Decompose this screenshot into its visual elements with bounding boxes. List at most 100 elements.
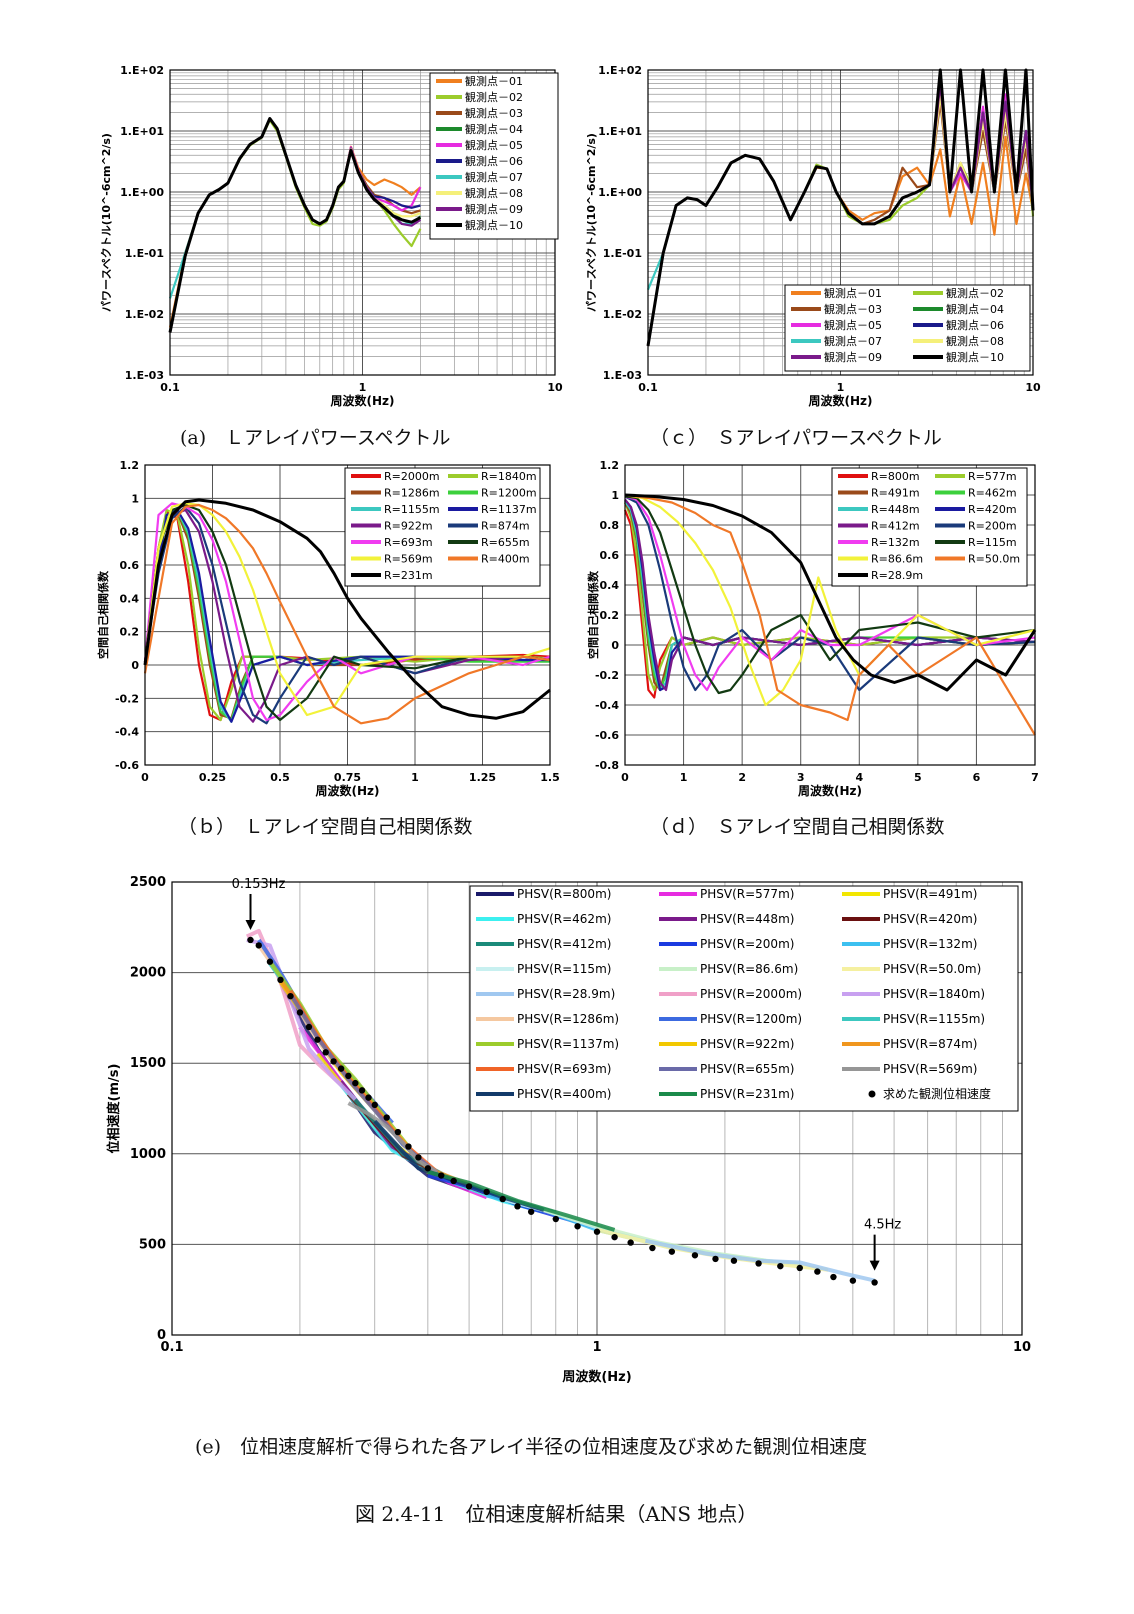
chart-panel-b: 0 0.25 0.5 0.75 1 1.25 1.5 -0.6 -0.4 -0.2 0 0.2 0.4 0…	[85, 455, 565, 810]
legend-label: 観測点－08	[946, 334, 1004, 348]
data-point	[405, 1143, 412, 1150]
chart-d: 0 1 2 3 4 5 6 7 -0.8 -0.6 -0.4 -0.2 0 0.2 0.4 0.6 0.8 1 1.…	[586, 459, 1039, 798]
y-tick-label: 500	[139, 1237, 166, 1252]
data-point	[649, 1244, 656, 1252]
annotation-label: 4.5Hz	[864, 1218, 901, 1233]
y-axis-label: パワースペクトル(10^-6cm^2/s)	[585, 133, 598, 312]
data-point	[796, 1264, 803, 1272]
caption-e: (e) 位相速度解析で得られた各アレイ半径の位相速度及び求めた観測位相速度	[195, 1436, 868, 1458]
data-point	[552, 1215, 560, 1223]
legend-label: 観測点－09	[824, 350, 882, 364]
x-tick-label: 1.25	[469, 771, 496, 784]
y-tick-label: 1.E-03	[603, 369, 642, 382]
data-point	[514, 1203, 521, 1210]
y-tick-label: 0	[131, 659, 139, 672]
series-group	[245, 928, 878, 1286]
legend-label: R=577m	[968, 470, 1017, 483]
legend-label: R=1155m	[384, 503, 440, 516]
y-tick-label: 1.E+00	[120, 186, 164, 199]
x-tick-label: 0.75	[334, 771, 361, 784]
caption-a: (a) Ｌアレイパワースペクトル	[180, 427, 451, 449]
legend-label: R=50.0m	[968, 553, 1020, 566]
legend-label: R=28.9m	[871, 569, 923, 582]
data-point	[668, 1248, 676, 1255]
y-tick-label: -0.2	[595, 669, 619, 682]
legend-swatch	[868, 1090, 876, 1098]
caption-c: （ｃ） Ｓアレイパワースペクトル	[650, 427, 942, 449]
x-tick-label: 0.25	[199, 771, 226, 784]
data-point	[691, 1252, 699, 1259]
x-tick-label: 0	[621, 771, 629, 784]
legend: 観測点－01 観測点－02 観測点－03 観測点－04 観測点－05 観測点－06 観測点－…	[429, 72, 559, 240]
chart-panel-d: 0 1 2 3 4 5 6 7 -0.8 -0.6 -0.4 -0.2 0 0.2 0.4 0.6 0.8 1 1.…	[575, 455, 1050, 810]
data-point	[438, 1172, 445, 1179]
legend-label: R=693m	[384, 536, 433, 549]
x-tick-label: 1	[359, 381, 367, 394]
y-tick-label: 1.E+00	[598, 186, 642, 199]
data-point	[322, 1049, 329, 1056]
x-tick-label: 0.1	[160, 1340, 183, 1355]
legend-label: PHSV(R=2000m)	[700, 987, 802, 1001]
legend-label: R=922m	[384, 520, 433, 533]
legend-box	[469, 885, 1019, 1112]
data-point	[383, 1114, 390, 1121]
legend-label: R=231m	[384, 569, 433, 582]
caption-b: （ｂ） Ｌアレイ空間自己相関係数	[178, 816, 473, 838]
data-point	[814, 1268, 821, 1275]
y-tick-label: 1.E+01	[598, 125, 642, 138]
y-tick-label: 1.E-01	[603, 247, 642, 260]
y-tick-label: -0.6	[115, 759, 139, 772]
legend-label: 観測点－06	[946, 318, 1004, 332]
legend-label: PHSV(R=231m)	[700, 1087, 794, 1101]
data-point	[365, 1094, 372, 1101]
data-point	[345, 1072, 352, 1080]
y-tick-label: 0.6	[600, 549, 620, 562]
y-tick-label: 0.2	[120, 626, 140, 639]
legend-label: PHSV(R=448m)	[700, 912, 794, 926]
y-tick-label: 1500	[130, 1056, 166, 1071]
legend-label: PHSV(R=800m)	[517, 887, 611, 901]
legend-label: 観測点－09	[465, 202, 523, 216]
legend-label: R=420m	[968, 503, 1017, 516]
data-point	[574, 1223, 581, 1230]
x-tick-label: 3	[797, 771, 805, 784]
legend-label: 観測点－06	[465, 154, 523, 168]
y-tick-label: 1.E+02	[120, 64, 164, 77]
legend-label: 観測点－02	[946, 286, 1004, 300]
data-point	[730, 1257, 738, 1264]
legend-label: R=491m	[871, 487, 920, 500]
data-point	[305, 1023, 313, 1031]
legend-label: PHSV(R=1137m)	[517, 1037, 619, 1051]
series-line-10	[646, 68, 1035, 347]
y-tick-label: 1.E-02	[125, 308, 164, 321]
legend-label: 観測点－02	[465, 90, 523, 104]
data-point	[296, 1009, 304, 1016]
series-group	[623, 493, 1037, 736]
data-point	[712, 1255, 719, 1263]
figure-title: 図 2.4-11 位相速度解析結果（ANS 地点）	[355, 1502, 758, 1526]
annotation-label: 0.153Hz	[232, 877, 286, 892]
y-axis-label: パワースペクトル(10^-6cm^2/s)	[100, 133, 113, 312]
legend-label: 観測点－04	[946, 302, 1004, 316]
x-axis-label: 周波数(Hz)	[331, 393, 395, 408]
data-point	[611, 1233, 618, 1241]
legend-label: PHSV(R=693m)	[517, 1062, 611, 1076]
x-tick-label: 1.5	[540, 771, 560, 784]
x-tick-label: 7	[1031, 771, 1039, 784]
legend-label: PHSV(R=420m)	[883, 912, 977, 926]
legend-label: PHSV(R=132m)	[883, 937, 977, 951]
x-tick-label: 1	[592, 1340, 601, 1355]
y-tick-label: 1000	[130, 1147, 166, 1162]
data-point	[266, 958, 274, 965]
chart-e: 0.1 1 10 0 500 1000 1500 2000 2500 周波数(Hz) 位相速度(m/…	[106, 875, 1031, 1385]
legend-label: 観測点－07	[824, 334, 882, 348]
x-axis-label: 周波数(Hz)	[798, 783, 862, 798]
chart-panel-c: 0.1 1 10 1.E-03 1.E-02 1.E-01 1.E+00 1.E+01 1.E+…	[575, 55, 1050, 425]
y-tick-label: 2000	[130, 966, 166, 981]
series-line-15	[246, 938, 357, 1101]
data-point	[287, 992, 294, 1000]
y-tick-label: 1.2	[600, 459, 620, 472]
series-line-8	[624, 495, 1036, 692]
x-tick-label: 1	[837, 381, 845, 394]
legend-label: R=800m	[871, 470, 920, 483]
